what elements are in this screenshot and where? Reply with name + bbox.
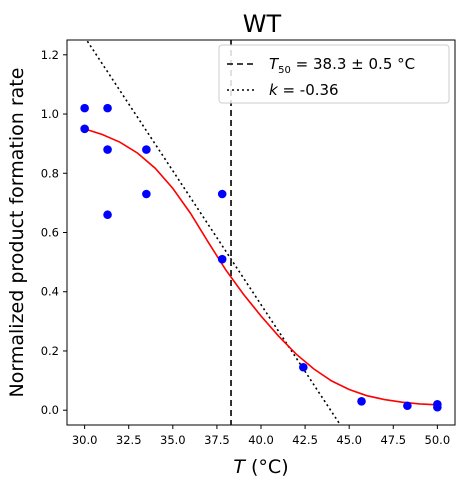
x-tick-label: 30.0 [72,433,98,447]
y-tick-label: 1.0 [41,107,59,121]
x-tick-label: 50.0 [425,433,451,447]
fit-curve [84,128,438,406]
x-axis-variable: T [233,456,246,478]
y-tick-label: 0.6 [41,226,59,240]
x-tick-label: 45.0 [336,433,362,447]
x-tick-label: 35.0 [160,433,186,447]
legend-value: = 38.3 ± 0.5 °C [291,55,415,73]
y-tick-label: 0.2 [41,344,59,358]
data-point [142,145,151,154]
y-tick-label: 0.4 [41,285,59,299]
y-axis-title: Normalized product formation rate [6,68,28,398]
data-point [103,103,112,113]
data-point [142,189,151,199]
legend-variable: k [269,81,279,99]
y-tick-label: 0.0 [41,403,59,417]
x-tick-label: 47.5 [380,433,406,447]
data-point [217,189,227,199]
data-point [80,103,89,113]
x-axis-title: T (°C) [233,456,288,478]
data-point [80,124,89,134]
data-point [433,402,442,412]
legend-variable: T [269,55,280,73]
legend-entry-label: T50 = 38.3 ± 0.5 °C [269,55,415,76]
data-point [299,362,308,372]
legend-subscript: 50 [278,65,291,76]
data-point [403,401,412,411]
x-axis-unit: (°C) [245,456,289,478]
legend-box [218,44,450,104]
legend-value: = -0.36 [278,81,339,99]
data-point [357,397,366,406]
legend-entry-label: k = -0.36 [269,81,339,99]
x-tick-label: 40.0 [248,433,274,447]
y-tick-label: 0.8 [41,166,59,180]
x-tick-label: 37.5 [204,433,230,447]
data-point [103,145,112,154]
y-tick-label: 1.2 [41,48,59,62]
legend: T50 = 38.3 ± 0.5 °C k = -0.36 [218,44,450,104]
x-tick-label: 42.5 [292,433,318,447]
chart-title: WT [243,10,282,38]
data-point [103,210,112,220]
data-point [217,254,227,264]
x-tick-label: 32.5 [116,433,142,447]
